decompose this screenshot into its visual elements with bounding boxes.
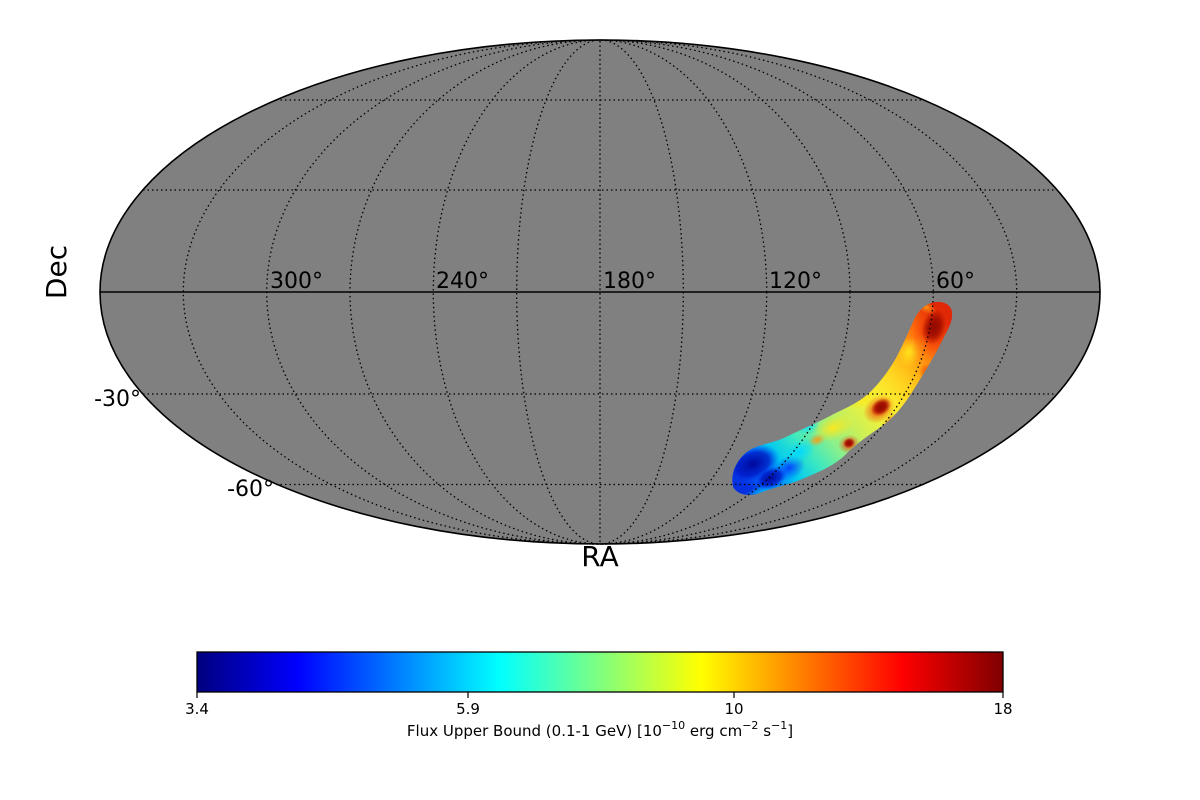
ra-tick-label: 120° — [769, 269, 822, 294]
dec-axis-label: Dec — [40, 245, 73, 299]
dec-tick-label: -60° — [227, 477, 274, 502]
colorbar-ticks — [196, 692, 1004, 698]
colorbar-tick-label: 5.9 — [456, 700, 480, 718]
colorbar-tick-label: 3.4 — [185, 700, 209, 718]
sky-outline — [99, 39, 1101, 545]
colorbar-gradient — [196, 651, 1004, 693]
colorbar: 3.4 5.9 10 18 Flux Upper Bound (0.1-1 Ge… — [185, 651, 1013, 740]
ra-tick-label: 240° — [436, 269, 489, 294]
ra-tick-label: 60° — [936, 269, 975, 294]
dec-tick-label: -30° — [94, 387, 141, 412]
colorbar-label: Flux Upper Bound (0.1-1 GeV) [10−10 erg … — [407, 719, 793, 740]
colorbar-tick-label: 10 — [724, 700, 743, 718]
ra-tick-label: 180° — [603, 269, 656, 294]
ra-tick-label: 300° — [270, 269, 323, 294]
ra-axis-label: RA — [581, 540, 618, 573]
colorbar-tick-label: 18 — [993, 700, 1012, 718]
